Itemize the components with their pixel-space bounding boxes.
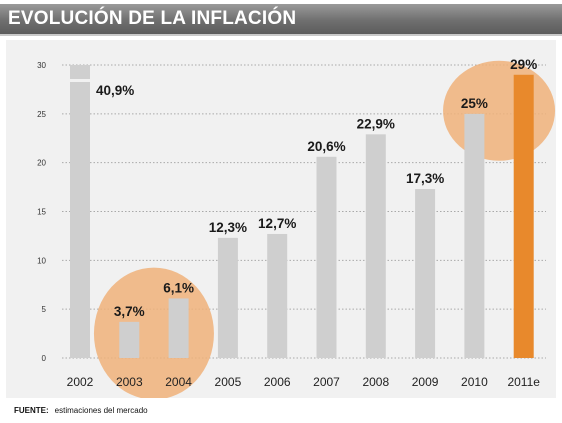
bar-2007 [316,156,337,358]
chart-panel: 0 5 10 15 20 25 30 2002 40,9% 2003 3,7% 2004 6,1% 200… [6,40,556,398]
x-tick-label: 2010 [461,375,488,389]
x-tick-label: 2003 [116,375,143,389]
x-tick-label: 2011e [507,375,540,389]
highlight-circle [93,267,214,398]
x-tick-label: 2004 [165,375,192,389]
y-tick-label: 25 [37,110,46,119]
y-tick-label: 20 [37,159,46,168]
bar-2002 [70,65,90,358]
highlight-circle [443,60,556,161]
data-label: 25% [461,96,488,111]
y-tick-label: 15 [37,208,46,217]
bar-2008 [365,134,386,358]
source-note: FUENTE: estimaciones del mercado [14,406,148,415]
data-label: 6,1% [163,280,194,295]
bar-2005 [217,237,238,358]
data-label: 40,9% [96,83,134,98]
y-tick-label: 5 [42,305,47,314]
y-tick-label: 0 [42,354,47,363]
data-label: 12,3% [209,220,247,235]
bar-2003 [119,321,140,358]
inflation-bar-chart: 0 5 10 15 20 25 30 2002 40,9% 2003 3,7% 2004 6,1% 200… [37,57,556,398]
x-tick-label: 2009 [412,375,439,389]
bar-2011e [513,74,534,358]
y-tick-label: 10 [37,256,46,265]
title-bar: EVOLUCIÓN DE LA INFLACIÓN [0,4,562,34]
chart-title: EVOLUCIÓN DE LA INFLACIÓN [8,8,297,29]
y-tick-label: 30 [37,61,46,70]
data-label: 20,6% [307,139,345,154]
data-label: 29% [510,57,537,72]
x-tick-label: 2005 [215,375,242,389]
axis-break-mark [69,79,91,82]
bar-2006 [267,233,288,358]
source-label: FUENTE: [14,406,49,415]
data-label: 3,7% [114,304,145,319]
bar-2009 [415,189,436,358]
data-label: 22,9% [357,116,395,131]
x-tick-label: 2007 [313,375,340,389]
data-label: 12,7% [258,216,296,231]
x-tick-label: 2008 [362,375,389,389]
data-label: 17,3% [406,171,444,186]
x-tick-label: 2006 [264,375,291,389]
title-underline [0,34,562,36]
x-tick-label: 2002 [67,375,94,389]
bar-2010 [464,113,485,358]
bar-2004 [168,298,189,358]
source-text: estimaciones del mercado [54,406,148,415]
